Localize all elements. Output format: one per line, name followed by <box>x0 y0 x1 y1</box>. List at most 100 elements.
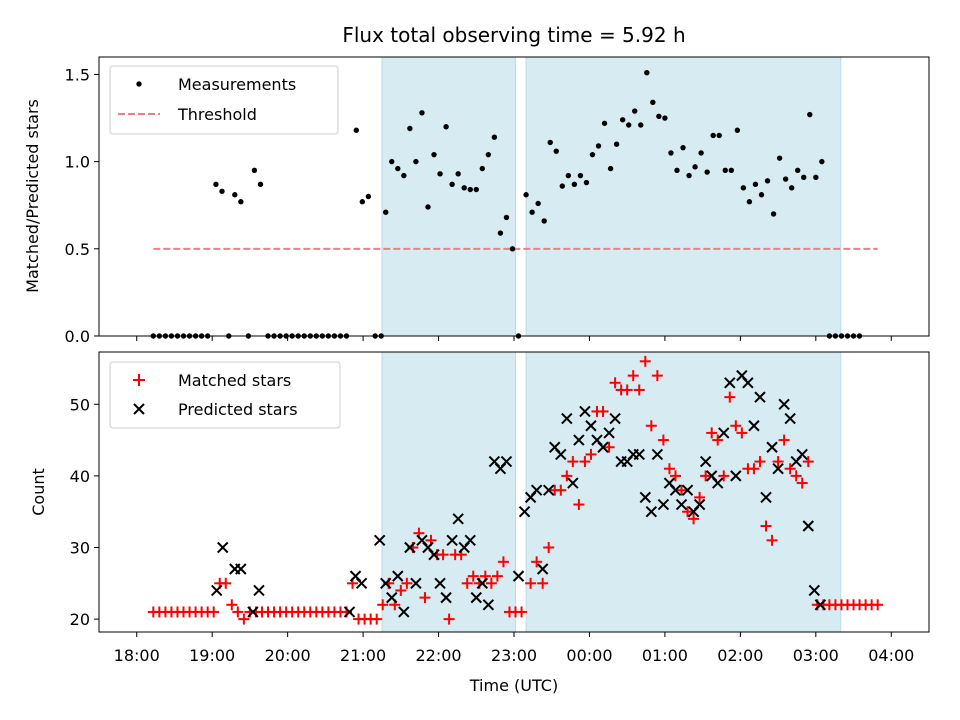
predicted-point <box>235 563 247 575</box>
measurement-point <box>359 199 366 205</box>
predicted-point <box>518 505 531 518</box>
predicted-point <box>500 455 513 468</box>
measurement-point <box>257 181 264 187</box>
measurement-point <box>565 172 572 179</box>
xtick-label: 19:00 <box>189 646 235 665</box>
matched-point <box>437 549 449 561</box>
matched-point <box>609 377 621 389</box>
xlabel: Time (UTC) <box>469 676 558 695</box>
predicted-point <box>512 570 525 582</box>
matched-point <box>561 470 573 482</box>
predicted-point <box>651 448 664 461</box>
bottom-panel: 20 30 40 50 18:00 19:00 20:00 21:00 22:00 23:00 0… <box>29 351 930 695</box>
measurement-point <box>782 176 789 182</box>
predicted-point <box>802 520 814 532</box>
predicted-point <box>253 584 265 597</box>
matched-point <box>736 427 748 439</box>
matched-point <box>766 534 778 546</box>
matched-point <box>700 470 712 482</box>
predicted-point <box>585 420 597 432</box>
matched-point <box>525 577 537 589</box>
matched-point <box>639 355 651 367</box>
predicted-point <box>464 534 476 547</box>
measurement-point <box>503 214 510 221</box>
matched-point <box>377 599 389 611</box>
predicted-point <box>760 491 772 504</box>
measurement-point <box>443 124 449 130</box>
predicted-point <box>404 541 416 554</box>
predicted-point <box>434 577 446 590</box>
measurement-point <box>795 167 801 174</box>
legend-predicted-marker <box>133 403 145 415</box>
matched-point <box>669 470 681 482</box>
matched-point <box>645 420 657 432</box>
predicted-point <box>724 377 736 389</box>
predicted-point <box>808 584 821 597</box>
measurement-point <box>758 192 765 198</box>
measurement-point <box>607 165 614 172</box>
measurement-point <box>509 246 516 252</box>
matched-point <box>760 520 772 532</box>
predicted-point <box>482 599 495 611</box>
measurement-point <box>813 174 819 181</box>
measurement-point <box>232 192 238 198</box>
measurement-point <box>461 185 467 191</box>
measurement-point <box>692 164 698 170</box>
matched-point <box>676 484 688 496</box>
predicted-point <box>573 434 585 446</box>
bottom-ylabel: Count <box>29 468 48 516</box>
predicted-point <box>536 563 549 575</box>
matched-point <box>682 506 694 518</box>
measurement-point <box>644 69 650 76</box>
measurement-point <box>541 218 547 224</box>
matched-point <box>461 577 473 589</box>
predicted-point <box>784 412 796 425</box>
matched-point <box>371 613 383 625</box>
measurement-point <box>213 181 219 187</box>
xtick-label: 22:00 <box>415 646 461 665</box>
predicted-point <box>796 448 808 461</box>
measurement-point <box>431 151 437 158</box>
measurement-point <box>740 185 747 191</box>
measurement-point <box>407 125 413 132</box>
xtick-label: 20:00 <box>265 646 311 665</box>
predicted-point <box>440 591 452 604</box>
legend-matched-marker <box>133 374 145 386</box>
matched-point <box>718 470 730 482</box>
predicted-point <box>567 477 579 489</box>
top-legend: Measurements Threshold <box>109 65 339 135</box>
predicted-point <box>681 484 694 496</box>
matched-point <box>754 456 766 468</box>
measurement-point <box>535 200 541 207</box>
matched-point <box>567 456 579 468</box>
bottom-ytick-label: 40 <box>70 467 90 486</box>
measurement-point <box>589 151 596 158</box>
xtick-label: 01:00 <box>642 646 688 665</box>
legend-measurements-label: Measurements <box>178 75 296 94</box>
predicted-point <box>386 591 398 604</box>
xtick-label: 03:00 <box>793 646 839 665</box>
xtick-label: 18:00 <box>114 646 160 665</box>
top-ytick-label: 1.0 <box>65 153 90 172</box>
measurement-point <box>251 167 258 174</box>
measurement-point <box>389 158 395 165</box>
shaded-interval <box>525 56 842 337</box>
matched-point <box>796 477 808 489</box>
predicted-point <box>543 484 555 496</box>
matched-point <box>467 570 479 582</box>
matched-point <box>220 577 232 589</box>
matched-point <box>730 420 742 432</box>
measurement-point <box>668 150 674 156</box>
measurement-point <box>686 172 692 179</box>
xtick-label: 02:00 <box>717 646 763 665</box>
measurement-point <box>807 111 813 118</box>
predicted-point <box>730 470 742 482</box>
matched-point <box>621 384 633 396</box>
bottom-ytick-label: 50 <box>70 395 90 414</box>
measurement-point <box>529 209 535 215</box>
measurement-point <box>365 193 372 200</box>
predicted-point <box>380 577 392 590</box>
predicted-point <box>669 484 682 496</box>
predicted-point <box>693 498 706 511</box>
